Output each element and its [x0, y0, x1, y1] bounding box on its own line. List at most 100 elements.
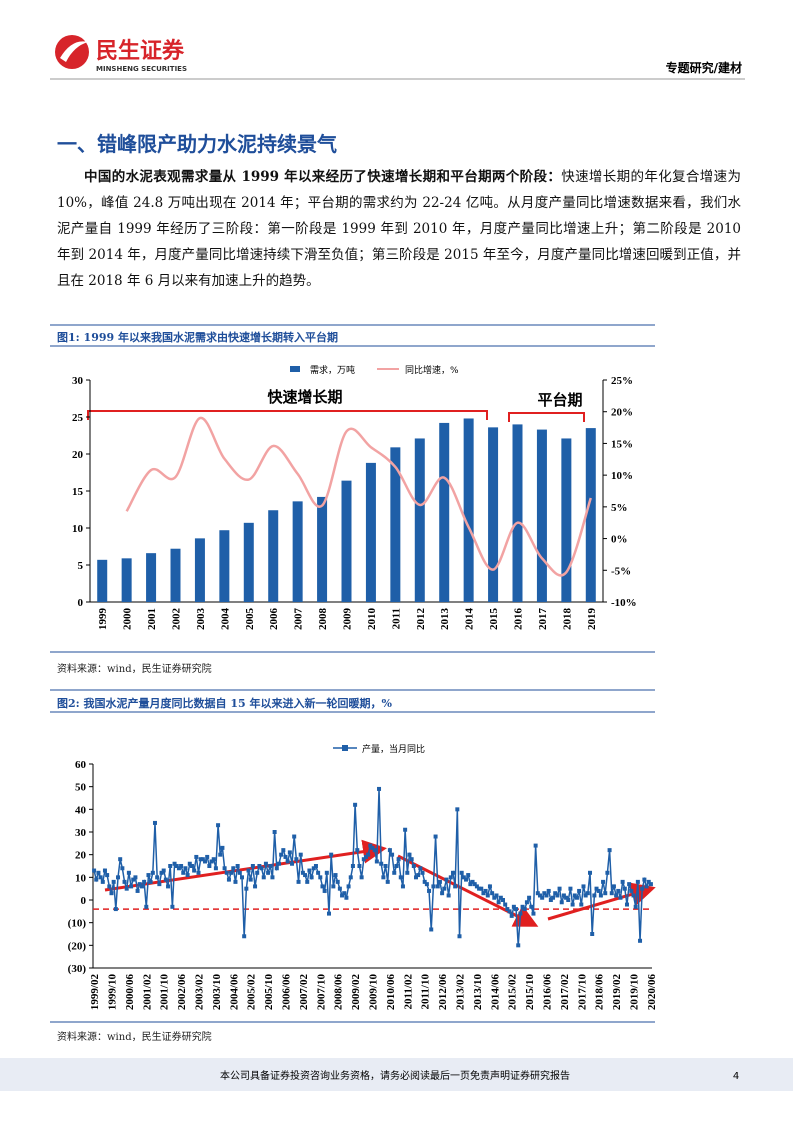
marker [629, 888, 634, 893]
x-tick-label: 2009/10 [368, 974, 380, 1011]
bar [170, 548, 181, 602]
marker [572, 893, 577, 898]
marker [464, 877, 469, 882]
marker [470, 879, 475, 884]
marker [520, 904, 525, 909]
y-tick-label: 30 [75, 827, 87, 839]
marker [211, 857, 216, 862]
marker [344, 895, 349, 900]
x-tick-label: 2002/06 [176, 974, 188, 1011]
x-tick-label: 2006/06 [280, 974, 292, 1011]
marker [642, 877, 647, 882]
x-tick-label: 2005 [244, 608, 256, 631]
marker [409, 857, 414, 862]
x-tick-label: 2000 [122, 608, 134, 631]
marker [261, 875, 266, 880]
bar [390, 447, 401, 602]
marker [224, 870, 229, 875]
bar [219, 530, 230, 602]
marker [250, 864, 255, 868]
marker [272, 830, 277, 834]
x-tick-label: 2016 [513, 608, 525, 631]
marker [181, 870, 186, 875]
x-tick-label: 2007/10 [315, 974, 327, 1011]
marker [427, 888, 432, 893]
marker [259, 866, 264, 871]
marker [440, 891, 445, 896]
marker [207, 864, 212, 868]
x-tick-label: 2012 [415, 608, 427, 631]
marker [270, 875, 275, 880]
marker [213, 866, 218, 871]
logo-swoosh [60, 41, 88, 62]
x-tick-label: 2018 [561, 608, 573, 631]
section-title: 一、错峰限产助力水泥持续景气 [57, 132, 337, 156]
marker [348, 875, 353, 880]
marker [459, 870, 464, 875]
marker [503, 902, 508, 907]
marker [142, 879, 147, 884]
marker [385, 879, 390, 884]
marker [292, 834, 297, 839]
marker [414, 875, 419, 880]
marker [531, 911, 536, 916]
marker [300, 870, 305, 875]
marker [290, 861, 295, 866]
marker [311, 866, 316, 871]
y-tick-label: 50 [75, 782, 87, 794]
marker [507, 909, 512, 914]
bar [463, 418, 474, 602]
marker [131, 877, 136, 882]
marker [216, 823, 221, 828]
marker [109, 891, 114, 896]
marker [268, 864, 273, 868]
marker [601, 879, 606, 884]
marker [611, 884, 616, 889]
marker [194, 854, 199, 859]
marker [309, 875, 314, 880]
marker [337, 886, 342, 891]
marker [366, 852, 371, 857]
marker [544, 893, 549, 898]
y-tick-label: 0 [78, 597, 84, 609]
brand-en: MINSHENG SECURITIES [96, 65, 187, 73]
marker [394, 864, 399, 868]
x-tick-label: 2005/02 [246, 974, 258, 1011]
marker [383, 864, 388, 868]
x-tick-label: 2016/06 [542, 974, 554, 1011]
y-tick-label: (10) [68, 918, 87, 930]
marker [229, 870, 234, 875]
y-tick-label: 0 [81, 895, 87, 907]
marker [405, 870, 410, 875]
bar [121, 558, 132, 602]
marker [324, 870, 329, 875]
marker [468, 882, 473, 887]
x-tick-label: 2019/02 [611, 974, 623, 1011]
marker [139, 884, 144, 889]
marker [129, 884, 134, 889]
x-tick-label: 2008/06 [333, 974, 345, 1011]
marker [331, 884, 336, 889]
marker [546, 888, 551, 893]
marker [298, 852, 303, 857]
marker [540, 895, 545, 900]
x-tick-label: 2019/10 [629, 974, 641, 1011]
marker [333, 873, 338, 878]
marker [568, 886, 573, 891]
marker [638, 938, 643, 943]
section-label: 专题研究/建材 [666, 60, 742, 75]
y-tick-label: 15 [72, 486, 84, 498]
marker [585, 891, 590, 896]
bracket [87, 410, 488, 420]
marker [392, 870, 397, 875]
x-tick-label: 2015 [488, 608, 500, 631]
marker [479, 886, 484, 891]
marker [474, 884, 479, 889]
x-tick-label: 2013/02 [455, 974, 467, 1011]
marker [400, 884, 405, 889]
marker [105, 873, 110, 878]
marker [187, 861, 192, 866]
marker [120, 866, 125, 871]
marker [453, 884, 458, 889]
marker [527, 895, 532, 900]
